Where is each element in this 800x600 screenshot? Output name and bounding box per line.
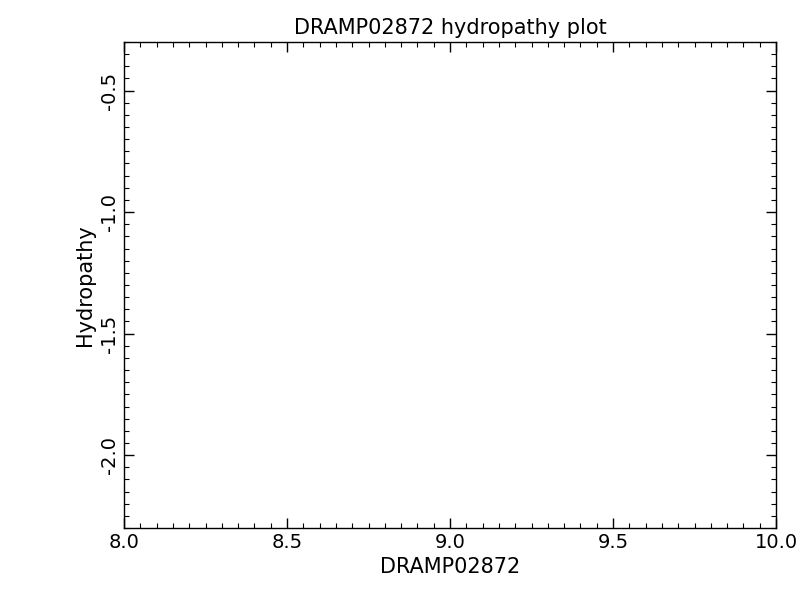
- Y-axis label: Hydropathy: Hydropathy: [74, 224, 94, 346]
- Title: DRAMP02872 hydropathy plot: DRAMP02872 hydropathy plot: [294, 17, 606, 38]
- X-axis label: DRAMP02872: DRAMP02872: [380, 557, 520, 577]
